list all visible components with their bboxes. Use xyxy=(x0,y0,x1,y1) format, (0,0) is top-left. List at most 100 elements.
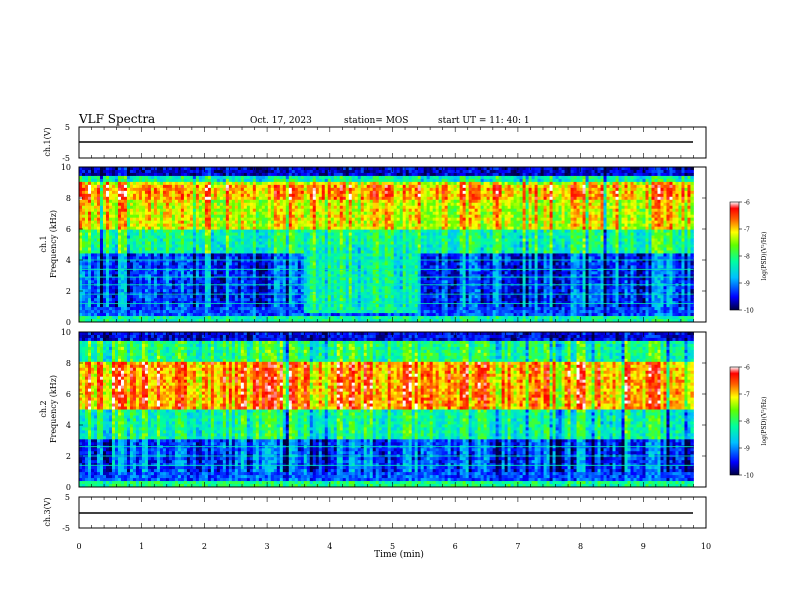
spectrogram-cell xyxy=(244,215,247,218)
spectrogram-cell xyxy=(79,194,82,197)
spectrogram-cell xyxy=(262,236,265,239)
spectrogram-cell xyxy=(247,173,250,176)
spectrogram-cell xyxy=(178,301,181,304)
spectrogram-cell xyxy=(94,289,97,292)
spectrogram-cell xyxy=(352,268,355,271)
spectrogram-cell xyxy=(283,295,286,298)
spectrogram-cell xyxy=(268,176,271,179)
spectrogram-cell xyxy=(343,167,346,170)
spectrogram-cell xyxy=(88,247,91,250)
spectrogram-cell xyxy=(163,188,166,191)
spectrogram-cell xyxy=(202,250,205,253)
spectrogram-cell xyxy=(328,224,331,227)
spectrogram-cell xyxy=(157,310,160,313)
spectrogram-cell xyxy=(295,316,298,319)
spectrogram-cell xyxy=(100,212,103,215)
spectrogram-cell xyxy=(142,245,145,248)
spectrogram-cell xyxy=(211,188,214,191)
spectrogram-cell xyxy=(115,233,118,236)
spectrogram-cell xyxy=(79,295,82,298)
spectrogram-cell xyxy=(310,176,313,179)
spectrogram-cell xyxy=(355,215,358,218)
spectrogram-cell xyxy=(91,200,94,203)
spectrogram-cell xyxy=(226,286,229,289)
spectrogram-cell xyxy=(172,301,175,304)
spectrogram-cell xyxy=(223,209,226,212)
spectrogram-cell xyxy=(88,242,91,245)
spectrogram-cell xyxy=(253,221,256,224)
spectrogram-cell xyxy=(199,170,202,173)
spectrogram-cell xyxy=(118,179,121,182)
spectrogram-cell xyxy=(205,268,208,271)
spectrogram-cell xyxy=(280,170,283,173)
spectrogram-cell xyxy=(244,250,247,253)
spectrogram-cell xyxy=(322,295,325,298)
spectrogram-cell xyxy=(325,256,328,259)
spectrogram-cell xyxy=(292,233,295,236)
spectrogram-cell xyxy=(208,239,211,242)
spectrogram-cell xyxy=(172,286,175,289)
spectrogram-cell xyxy=(103,194,106,197)
spectrogram-cell xyxy=(166,188,169,191)
spectrogram-cell xyxy=(277,271,280,274)
spectrogram-cell xyxy=(349,316,352,319)
spectrogram-cell xyxy=(193,170,196,173)
spectrogram-cell xyxy=(88,176,91,179)
spectrogram-cell xyxy=(286,179,289,182)
spectrogram-cell xyxy=(196,256,199,259)
spectrogram-cell xyxy=(136,304,139,307)
spectrogram-cell xyxy=(277,245,280,248)
spectrogram-cell xyxy=(283,236,286,239)
spectrogram-cell xyxy=(145,182,148,185)
spectrogram-cell xyxy=(145,242,148,245)
spectrogram-cell xyxy=(262,179,265,182)
spectrogram-cell xyxy=(106,271,109,274)
spectrogram-cell xyxy=(79,185,82,188)
spectrogram-cell xyxy=(238,310,241,313)
spectrogram-cell xyxy=(235,236,238,239)
spectrogram-cell xyxy=(109,247,112,250)
spectrogram-cell xyxy=(199,295,202,298)
spectrogram-cell xyxy=(337,194,340,197)
spectrogram-cell xyxy=(262,173,265,176)
spectrogram-cell xyxy=(166,206,169,209)
spectrogram-cell xyxy=(172,304,175,307)
spectrogram-cell xyxy=(202,197,205,200)
spectrogram-cell xyxy=(106,176,109,179)
spectrogram-cell xyxy=(322,215,325,218)
spectrogram-cell xyxy=(286,286,289,289)
spectrogram-cell xyxy=(313,247,316,250)
spectrogram-cell xyxy=(238,233,241,236)
spectrogram-cell xyxy=(193,277,196,280)
spectrogram-cell xyxy=(358,224,361,227)
spectrogram-cell xyxy=(79,245,82,248)
spectrogram-cell xyxy=(127,307,130,310)
spectrogram-cell xyxy=(151,304,154,307)
spectrogram-cell xyxy=(151,265,154,268)
spectrogram-cell xyxy=(280,191,283,194)
spectrogram-cell xyxy=(325,253,328,256)
spectrogram-cell xyxy=(145,253,148,256)
spectrogram-cell xyxy=(151,242,154,245)
spectrogram-cell xyxy=(298,242,301,245)
spectrogram-cell xyxy=(175,316,178,319)
spectrogram-cell xyxy=(256,268,259,271)
spectrogram-cell xyxy=(343,185,346,188)
spectrogram-cell xyxy=(280,268,283,271)
spectrogram-cell xyxy=(154,245,157,248)
spectrogram-cell xyxy=(166,185,169,188)
station-label: station= MOS xyxy=(344,116,408,126)
spectrogram-cell xyxy=(79,268,82,271)
spectrogram-cell xyxy=(154,316,157,319)
spectrogram-cell xyxy=(127,209,130,212)
spectrogram-cell xyxy=(211,265,214,268)
spectrogram-cell xyxy=(328,221,331,224)
spectrogram-cell xyxy=(157,203,160,206)
spectrogram-cell xyxy=(262,247,265,250)
spectrogram-cell xyxy=(301,298,304,301)
spectrogram-cell xyxy=(145,280,148,283)
spectrogram-cell xyxy=(256,224,259,227)
spectrogram-cell xyxy=(316,227,319,230)
spectrogram-cell xyxy=(286,242,289,245)
